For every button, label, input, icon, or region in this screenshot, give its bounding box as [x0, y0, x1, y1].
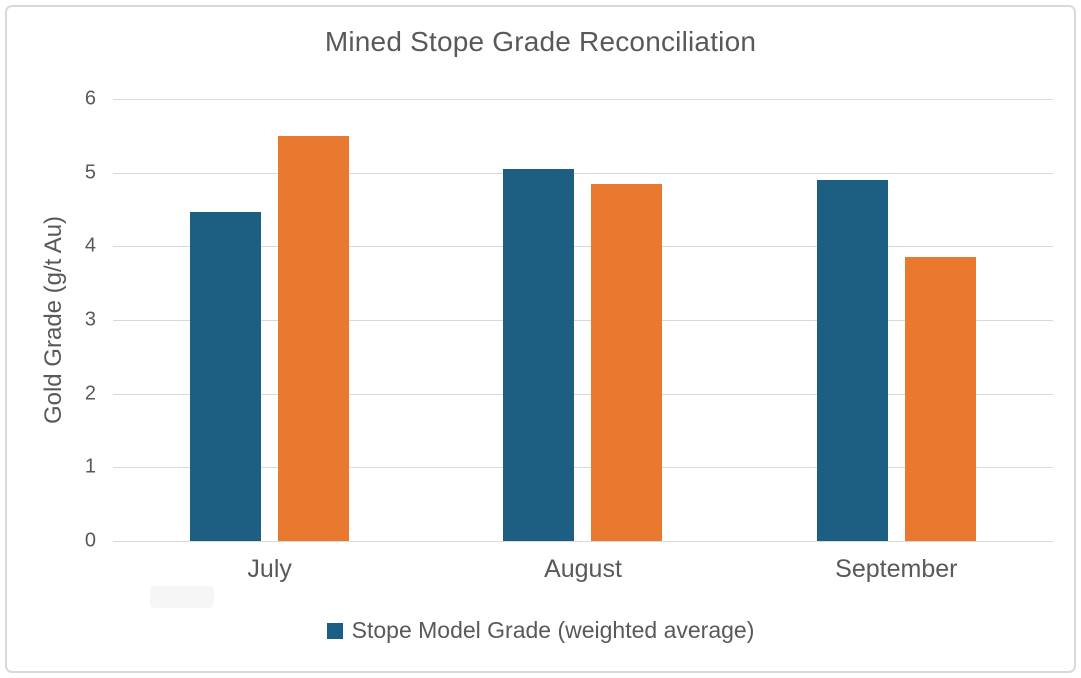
y-tick-label: 6	[84, 87, 96, 110]
y-tick-label: 4	[84, 234, 96, 257]
category-label-august: August	[544, 555, 622, 583]
plot-area	[113, 99, 1053, 542]
gridline	[113, 467, 1053, 469]
bar-series2-august	[591, 184, 663, 541]
gridline	[113, 393, 1053, 395]
gridline	[113, 320, 1053, 321]
bar-group-august	[426, 99, 739, 541]
gridline	[113, 99, 1053, 100]
bar-series2-july	[278, 135, 350, 541]
y-axis-ticks: 0 1 2 3 4 5 6	[0, 88, 96, 552]
y-tick-label: 5	[84, 161, 96, 184]
legend-swatch	[326, 622, 343, 639]
y-tick-label: 3	[84, 308, 96, 331]
y-tick-label: 1	[84, 455, 96, 478]
bar-series1-july	[190, 211, 262, 541]
faint-artifact	[150, 586, 214, 608]
bar-series2-september	[904, 256, 976, 541]
category-label-july: July	[247, 555, 292, 583]
gridline	[113, 541, 1053, 542]
chart-title: Mined Stope Grade Reconciliation	[324, 26, 757, 57]
legend-label: Stope Model Grade (weighted average)	[351, 617, 755, 643]
y-tick-label: 0	[84, 529, 96, 552]
y-tick-label: 2	[84, 382, 96, 405]
bar-group-july	[113, 99, 426, 541]
legend: Stope Model Grade (weighted average)	[0, 617, 1081, 644]
bar-series1-september	[816, 180, 888, 541]
category-label-september: September	[835, 555, 958, 583]
gridline	[113, 172, 1053, 174]
gridline	[113, 246, 1053, 248]
bar-series1-august	[503, 168, 575, 541]
x-axis-labels: July August September	[113, 555, 1053, 584]
bar-group-september	[740, 99, 1053, 541]
